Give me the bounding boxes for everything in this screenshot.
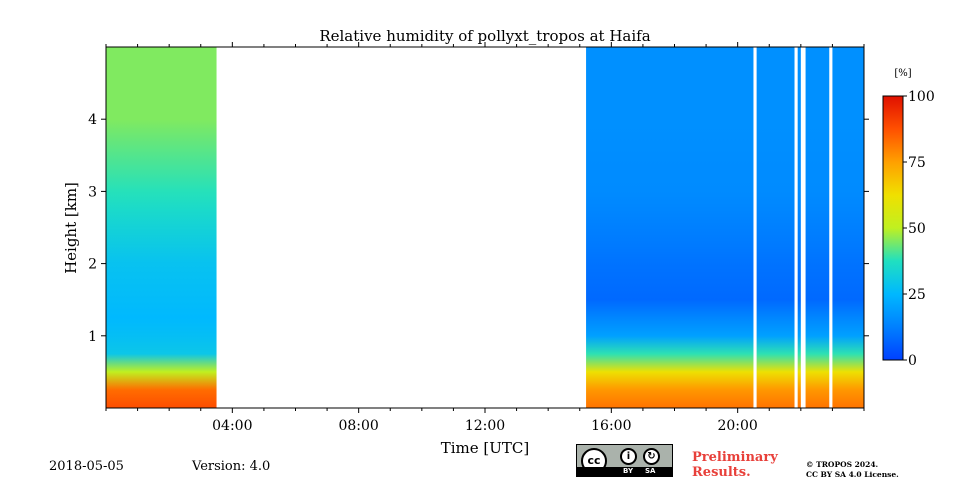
colorbar-unit: [%] xyxy=(894,68,911,79)
x-tick-label: 12:00 xyxy=(465,418,505,434)
x-tick-label: 20:00 xyxy=(717,418,757,434)
y-tick-label: 2 xyxy=(88,257,97,273)
chart-title: Relative humidity of pollyxt_tropos at H… xyxy=(319,27,650,45)
x-tick-label: 08:00 xyxy=(338,418,378,434)
cc-label-strip xyxy=(577,467,672,476)
y-axis-label: Height [km] xyxy=(62,182,80,274)
preliminary-line-1: Preliminary xyxy=(692,450,778,465)
data-gap xyxy=(829,47,833,408)
colorbar-tick-label: 25 xyxy=(908,287,926,303)
x-tick-label: 04:00 xyxy=(212,418,252,434)
y-tick-label: 1 xyxy=(88,329,97,345)
y-axis: 1 2 3 4 xyxy=(88,112,869,345)
y-tick-label: 3 xyxy=(88,184,97,200)
colorbar-tick-label: 75 xyxy=(908,155,926,171)
colorbar-tick-label: 100 xyxy=(908,89,935,105)
heatmap-area xyxy=(106,47,864,408)
footer-date: 2018-05-05 xyxy=(49,459,124,474)
y-tick-label: 4 xyxy=(88,112,97,128)
footer-version: Version: 4.0 xyxy=(192,459,271,474)
share-alike-icon: ↻ xyxy=(643,448,660,465)
copyright-line-2: CC BY SA 4.0 License. xyxy=(806,470,899,479)
cc-sa-label: SA xyxy=(645,467,656,475)
heatmap-segment xyxy=(586,47,864,408)
x-axis-label: Time [UTC] xyxy=(441,439,530,457)
heatmap-segment xyxy=(106,47,217,408)
cc-by-label: BY xyxy=(623,467,634,475)
preliminary-line-2: Results. xyxy=(692,465,751,480)
data-gap xyxy=(800,47,806,408)
colorbar-tick-label: 50 xyxy=(908,221,926,237)
attribution-person-icon: i xyxy=(620,448,637,465)
copyright-line-1: © TROPOS 2024. xyxy=(806,460,879,469)
x-tick-label: 16:00 xyxy=(591,418,631,434)
copyright-note: © TROPOS 2024. CC BY SA 4.0 License. xyxy=(806,460,899,480)
colorbar-gradient xyxy=(882,95,904,361)
cc-license-badge[interactable]: cc i ↻ BY SA xyxy=(576,444,673,477)
preliminary-results-note: Preliminary Results. xyxy=(692,450,778,480)
data-gap xyxy=(753,47,757,408)
colorbar: [%] 0 25 50 75 100 xyxy=(882,68,935,369)
colorbar-tick-label: 0 xyxy=(908,353,917,369)
x-axis: 04:00 08:00 12:00 16:00 20:00 xyxy=(105,42,865,434)
data-gap xyxy=(794,47,798,408)
